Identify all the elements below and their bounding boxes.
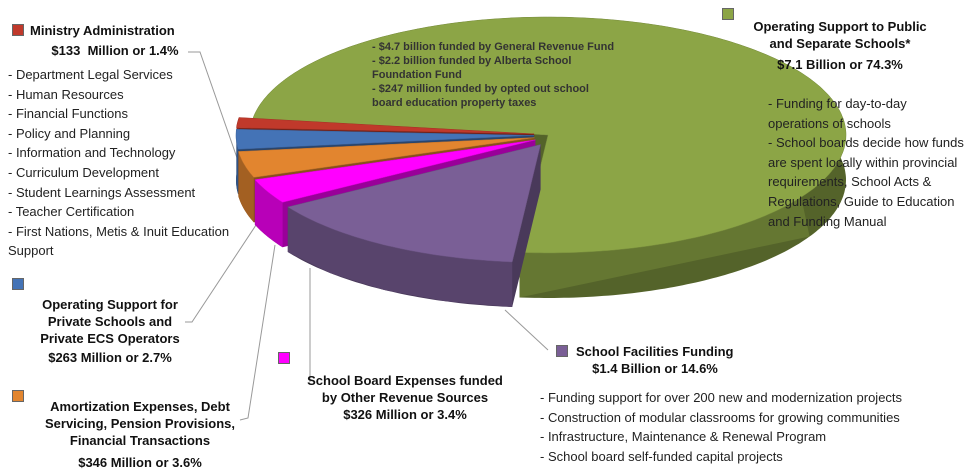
leader-line	[239, 244, 276, 421]
slice-wall	[238, 151, 254, 223]
slice-wall	[287, 207, 513, 307]
legend-swatch	[12, 24, 24, 36]
slice-wall	[254, 179, 283, 248]
legend-swatch	[12, 278, 24, 290]
legend-swatch	[722, 8, 734, 20]
value-label: $1.4 Billion or 14.6%	[592, 361, 718, 376]
notes: - Funding support for over 200 new and m…	[540, 388, 970, 466]
note: - Construction of modular classrooms for…	[540, 409, 900, 425]
inner-annotation: - $4.7 billion funded by General Revenue…	[372, 40, 622, 110]
note: - School boards decide how funds are spe…	[768, 135, 968, 229]
annotation-line: - $4.7 billion funded by General Revenue…	[372, 41, 615, 53]
leader-line	[188, 51, 251, 196]
note: - School board self-funded capital proje…	[540, 448, 783, 464]
value-label: $7.1 Billion or 74.3%	[777, 57, 903, 72]
note: - Teacher Certification	[8, 204, 135, 220]
note: - Curriculum Development	[8, 164, 159, 180]
note: - Information and Technology	[8, 145, 176, 161]
note: - Funding for day-to-day operations of s…	[768, 96, 911, 131]
value-label: $133 Million or 1.4%	[51, 43, 179, 58]
slice	[235, 129, 535, 150]
slice-name: Amortization Expenses, Debt Servicing, P…	[44, 399, 239, 448]
legend-swatch	[278, 352, 290, 364]
note: - Student Learnings Assessment	[8, 184, 196, 200]
annotation-line: - $247 million funded by opted out schoo…	[372, 83, 589, 109]
notes: - Department Legal Services - Human Resou…	[8, 65, 238, 261]
pie	[235, 16, 847, 307]
slice-name: School Board Expenses funded by Other Re…	[307, 373, 507, 405]
slice-name: School Facilities Funding	[576, 344, 734, 359]
annotation-line: - $2.2 billion funded by Alberta School …	[372, 55, 572, 81]
note: - First Nations, Metis & Inuit Education…	[8, 223, 233, 259]
legend-swatch	[12, 390, 24, 402]
legend-swatch	[556, 345, 568, 357]
slice	[236, 117, 535, 135]
value-label: $263 Million or 2.7%	[48, 350, 172, 365]
slice-name: Ministry Administration	[30, 23, 175, 38]
note: - Infrastructure, Maintenance & Renewal …	[540, 429, 827, 445]
slice	[287, 144, 541, 263]
value-label: $346 Million or 3.6%	[78, 455, 202, 470]
note: - Funding support for over 200 new and m…	[540, 390, 903, 405]
note: - Financial Functions	[8, 106, 128, 122]
note: - Human Resources	[8, 86, 124, 102]
note: - Policy and Planning	[8, 125, 131, 141]
slice-wall	[236, 129, 239, 195]
slice	[252, 16, 847, 254]
leader-line	[185, 221, 259, 323]
notes: - Funding for day-to-day operations of s…	[768, 94, 968, 231]
slice-name: Operating Support for Private Schools an…	[40, 297, 182, 346]
slice-name: Operating Support to Public and Separate…	[753, 19, 931, 51]
value-label: $326 Million or 3.4%	[343, 407, 467, 422]
leader-line	[504, 309, 549, 351]
slice	[254, 139, 536, 203]
note: - Department Legal Services	[8, 67, 173, 82]
slice	[238, 137, 535, 178]
